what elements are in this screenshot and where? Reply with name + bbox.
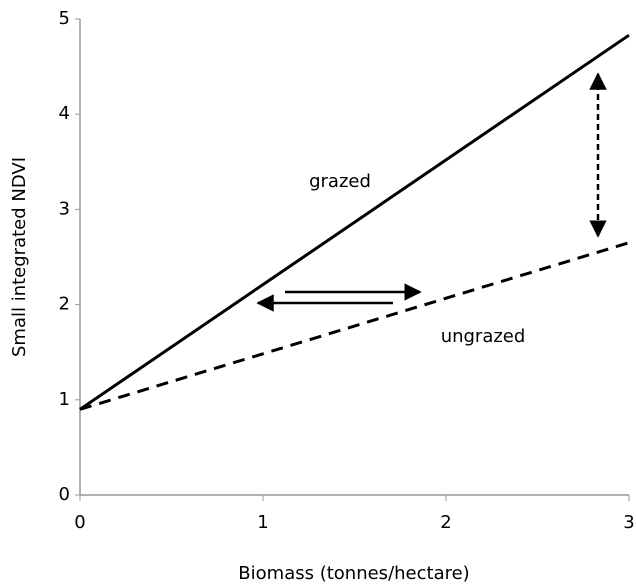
y-tick-label: 1 [59, 389, 70, 410]
y-axis-label: Small integrated NDVI [9, 157, 30, 357]
y-tick-label: 3 [59, 198, 70, 219]
series-line [79, 241, 630, 411]
x-tick-label: 0 [74, 512, 85, 533]
annotation: grazed [309, 171, 371, 192]
y-tick-label: 5 [59, 8, 70, 29]
y-tick-label: 2 [59, 294, 70, 315]
x-tick-label: 2 [440, 512, 451, 533]
y-tick-label: 4 [59, 103, 70, 124]
x-tick-label: 1 [257, 512, 268, 533]
annotation: ungrazed [441, 326, 526, 347]
x-tick-label: 3 [623, 512, 634, 533]
series-line [79, 33, 630, 411]
x-axis-label: Biomass (tonnes/hectare) [238, 563, 469, 584]
y-tick-label: 0 [59, 484, 70, 505]
